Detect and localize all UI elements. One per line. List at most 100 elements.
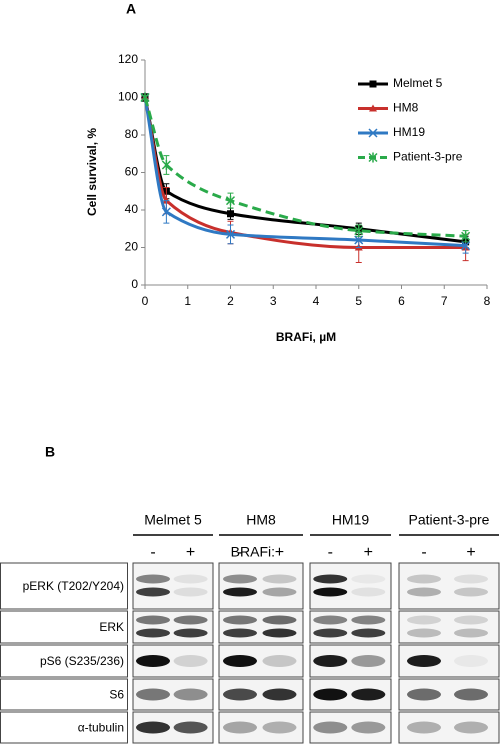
band [136, 615, 170, 625]
row-label-box [0, 678, 128, 711]
band [173, 587, 208, 597]
band [313, 655, 348, 667]
y-tick-label: 60 [125, 165, 139, 179]
band [136, 574, 170, 584]
band [407, 721, 441, 734]
band [351, 587, 386, 597]
series [140, 92, 471, 254]
legend-label: HM8 [393, 101, 419, 115]
band [454, 721, 488, 734]
x-tick-label: 8 [484, 294, 491, 308]
x-axis-title: BRAFi, µM [276, 330, 336, 344]
y-tick-label: 100 [118, 90, 138, 104]
y-axis-title: Cell survival, % [85, 128, 99, 216]
band [313, 574, 348, 584]
band [223, 655, 257, 667]
x-tick-label: 3 [270, 294, 277, 308]
band [173, 655, 208, 667]
band [223, 574, 257, 584]
legend-marker [369, 80, 377, 88]
band [313, 587, 348, 597]
blot-panel [398, 562, 500, 610]
panel-label: B [45, 444, 55, 460]
marker [354, 225, 364, 236]
band [351, 574, 386, 584]
lane-sign: - [421, 544, 426, 561]
series [140, 92, 471, 243]
band [173, 615, 208, 625]
y-tick-label: 0 [131, 277, 138, 291]
lane-sign: + [275, 544, 284, 561]
marker [461, 231, 471, 242]
marker [461, 241, 471, 251]
row-label-box [0, 644, 128, 678]
x-tick-label: 5 [355, 294, 362, 308]
group-label: HM19 [332, 512, 370, 528]
band [262, 574, 297, 584]
legend-label: Melmet 5 [393, 76, 443, 90]
band [454, 688, 488, 701]
blot-panel [309, 562, 392, 610]
legend-label: Patient-3-pre [393, 150, 463, 164]
row-label: α-tubulin [78, 721, 124, 735]
x-tick-label: 7 [441, 294, 448, 308]
y-tick-label: 80 [125, 127, 139, 141]
lane-sign: + [466, 544, 475, 561]
blot-panel [132, 610, 214, 644]
lane-sign: - [150, 544, 155, 561]
band [351, 628, 386, 638]
band [454, 574, 488, 584]
band [454, 587, 488, 597]
band [136, 688, 170, 701]
legend-marker [368, 128, 378, 138]
band [223, 587, 257, 597]
band [313, 628, 348, 638]
marker [354, 235, 364, 245]
band [223, 721, 257, 734]
x-tick-label: 2 [227, 294, 234, 308]
band [262, 628, 297, 638]
blot-panel [309, 711, 392, 744]
line [143, 97, 466, 238]
band [313, 688, 348, 701]
line [143, 97, 466, 248]
band [223, 628, 257, 638]
blot-panel [398, 610, 500, 644]
x-tick-label: 6 [398, 294, 405, 308]
blot-panel [309, 610, 392, 644]
row-label-box [0, 562, 128, 610]
marker [227, 210, 234, 218]
band [262, 587, 297, 597]
row-label: ERK [99, 620, 124, 634]
treatment-label: BRAFi: [231, 544, 275, 560]
band [173, 721, 208, 734]
legend-label: HM19 [393, 125, 425, 139]
marker [225, 229, 236, 239]
row-label: pERK (T202/Y204) [23, 579, 124, 593]
legend-marker [368, 152, 378, 163]
y-tick-label: 40 [125, 202, 139, 216]
band [262, 615, 297, 625]
lane-sign: - [237, 544, 242, 561]
band [136, 628, 170, 638]
lane-sign: + [364, 544, 373, 561]
band [407, 628, 441, 638]
blot-panel [132, 644, 214, 678]
band [407, 688, 441, 701]
band [136, 655, 170, 667]
group-label: Melmet 5 [144, 512, 202, 528]
band [407, 655, 441, 667]
band [136, 587, 170, 597]
band [262, 721, 297, 734]
blot-panel [218, 562, 304, 610]
lane-sign: + [186, 544, 195, 561]
band [313, 615, 348, 625]
row-label: S6 [109, 688, 124, 702]
marker [161, 207, 171, 217]
marker [161, 160, 171, 170]
band [173, 574, 208, 584]
band [351, 721, 386, 734]
x-tick-label: 1 [184, 294, 191, 308]
y-tick-label: 120 [118, 52, 138, 66]
